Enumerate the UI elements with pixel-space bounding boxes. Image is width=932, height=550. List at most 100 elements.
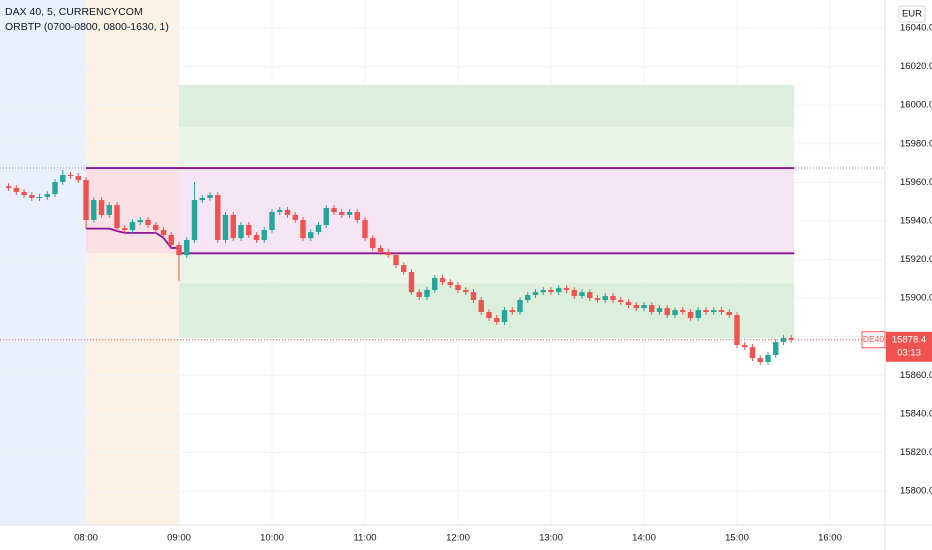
candle-body [734, 315, 740, 345]
candle-body [114, 205, 120, 229]
candle-body [439, 278, 446, 283]
x-tick-label: 14:00 [632, 533, 656, 544]
x-tick-label: 12:00 [446, 533, 470, 544]
candle-body [579, 292, 585, 296]
candle-body [571, 289, 577, 296]
candle-body [486, 311, 492, 318]
candle-body [277, 209, 283, 213]
candle-body [215, 195, 221, 241]
y-tick-label: 16020.0 [900, 61, 932, 72]
candle-body [377, 247, 384, 252]
candle-body [455, 284, 461, 290]
x-tick-label: 08:00 [74, 533, 98, 544]
candle-body [253, 235, 260, 241]
candle-body [656, 308, 663, 312]
candle-body [703, 310, 709, 312]
candle-body [594, 298, 601, 301]
x-tick-label: 15:00 [725, 533, 749, 544]
candle-body [122, 228, 128, 230]
y-tick-label: 15920.0 [900, 254, 932, 265]
candle-body [315, 224, 322, 233]
x-tick-label: 10:00 [260, 533, 284, 544]
y-tick-label: 15980.0 [900, 138, 932, 149]
target-zone [179, 283, 795, 339]
candle-body [44, 194, 50, 197]
candle-body [261, 229, 267, 241]
candle-body [773, 342, 779, 356]
candle-body [625, 301, 632, 306]
currency-box[interactable] [898, 5, 926, 23]
candle-body [362, 219, 368, 239]
candle-body [106, 205, 112, 215]
candle-body [695, 310, 701, 318]
candle-body [525, 295, 531, 301]
candle-body [269, 212, 275, 230]
candle-body [494, 317, 500, 323]
candle-body [432, 278, 438, 290]
y-tick-label: 16040.0 [900, 22, 932, 33]
candle-body [137, 219, 143, 223]
price-tag-box [886, 331, 932, 362]
zones-layer [0, 84, 885, 341]
candle-body [246, 224, 252, 236]
candle-body [75, 175, 81, 181]
candle-body [742, 344, 748, 348]
candle-body [416, 292, 422, 297]
candle-body [548, 289, 554, 293]
candle-body [36, 196, 43, 198]
candle-body [408, 272, 415, 293]
countdown: 03:13 [897, 347, 921, 358]
candle-body [370, 238, 376, 248]
candle-body [5, 186, 12, 188]
candle-body [757, 358, 763, 362]
candle-body [292, 214, 298, 220]
candle-body [556, 288, 562, 293]
candle-body [98, 200, 105, 215]
target-zone [179, 126, 795, 169]
candle-body [687, 311, 694, 318]
candle-body [91, 200, 97, 220]
candle-body [424, 289, 430, 297]
y-tick-label: 15800.0 [900, 486, 932, 497]
y-tick-label: 15820.0 [900, 447, 932, 458]
candle-body [780, 338, 787, 343]
candle-body [222, 214, 229, 241]
y-tick-label: 15860.0 [900, 370, 932, 381]
candle-body [509, 310, 515, 312]
x-tick-label: 11:00 [353, 533, 376, 544]
chart-title: DAX 40, 5, CURRENCYCOM [5, 6, 143, 18]
candle-body [649, 305, 655, 312]
candle-body [633, 305, 639, 309]
candle-body [447, 282, 453, 285]
axes-layer: 15800.015820.015840.015860.015880.015900… [74, 22, 932, 544]
candle-body [463, 289, 469, 293]
candle-body [339, 212, 345, 215]
candle-body [563, 288, 570, 290]
y-tick-label: 16000.0 [900, 100, 932, 111]
candle-body [532, 292, 539, 296]
y-tick-label: 15900.0 [900, 293, 932, 304]
candle-body [230, 214, 236, 239]
y-tick-label: 15940.0 [900, 215, 932, 226]
candle-body [501, 310, 508, 323]
candle-body [153, 224, 159, 230]
candle-body [52, 181, 58, 195]
candle-body [517, 300, 523, 312]
candle-body [176, 245, 182, 256]
candle-body [788, 338, 794, 340]
target-zone [179, 168, 795, 254]
candle-body [207, 195, 213, 198]
y-tick-label: 15960.0 [900, 177, 932, 188]
candle-body [129, 222, 136, 230]
candle-body [641, 305, 647, 309]
candle-body [160, 229, 167, 236]
background-layer [0, 0, 180, 525]
y-tick-label: 15840.0 [900, 408, 932, 419]
candle-body [664, 308, 670, 316]
currency-label[interactable]: EUR [902, 9, 922, 20]
candle-body [323, 207, 329, 225]
x-tick-label: 13:00 [539, 533, 563, 544]
candle-body [331, 207, 337, 213]
candle-body [238, 224, 244, 239]
